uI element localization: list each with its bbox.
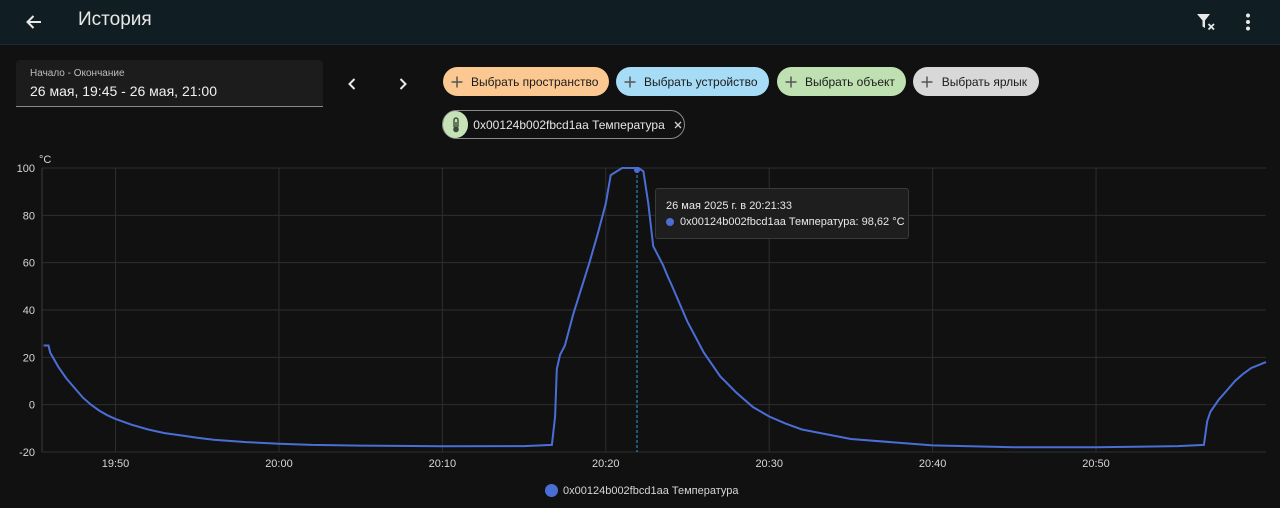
date-range-label: Начало - Окончание	[30, 68, 125, 79]
y-tick-label: 40	[23, 305, 35, 317]
select-device-label: Выбрать устройство	[644, 74, 758, 89]
select-entity-chip[interactable]: Выбрать объект	[777, 67, 906, 96]
date-range-value: 26 мая, 19:45 - 26 мая, 21:00	[30, 83, 217, 99]
date-range-picker[interactable]: Начало - Окончание 26 мая, 19:45 - 26 ма…	[16, 60, 323, 107]
y-tick-label: -20	[19, 447, 35, 459]
remove-entity-button[interactable]	[673, 119, 684, 131]
top-app-bar: История	[0, 0, 1280, 45]
filter-remove-icon	[1197, 14, 1215, 31]
selected-entity-chip[interactable]: 0x00124b002fbcd1aa Температура	[442, 110, 685, 139]
x-tick-label: 20:00	[265, 458, 293, 470]
back-button[interactable]	[18, 6, 50, 38]
tooltip-series-row: 0x00124b002fbcd1aa Температура: 98,62 °C	[666, 216, 905, 228]
arrow-left-icon	[26, 15, 41, 29]
clear-filter-button[interactable]	[1190, 6, 1222, 38]
legend-color-dot	[545, 484, 558, 497]
page-title: История	[78, 9, 152, 30]
x-tick-label: 20:10	[429, 458, 457, 470]
chart-grid	[41, 167, 1266, 453]
tooltip-date: 26 мая 2025 г. в 20:21:33	[666, 200, 793, 212]
x-axis: 19:50 20:00 20:10 20:20 20:30 20:40 20:50	[102, 458, 1110, 470]
chevron-left-icon	[348, 78, 356, 90]
y-axis-unit: °C	[39, 154, 51, 166]
selected-entity-label: 0x00124b002fbcd1aa Температура	[473, 117, 665, 132]
y-tick-label: 80	[23, 210, 35, 222]
series-line	[43, 167, 1267, 449]
plus-icon	[785, 74, 797, 90]
legend-series-name: 0x00124b002fbcd1aa Температура	[563, 484, 739, 497]
plus-icon	[921, 74, 934, 90]
select-entity-label: Выбрать объект	[805, 74, 895, 89]
select-area-label: Выбрать пространство	[471, 74, 599, 89]
plus-icon	[451, 74, 463, 90]
select-device-chip[interactable]: Выбрать устройство	[616, 67, 769, 96]
series-color-dot	[666, 218, 674, 226]
select-area-chip[interactable]: Выбрать пространство	[443, 67, 609, 96]
y-tick-label: 100	[17, 163, 35, 175]
next-period-button[interactable]	[389, 70, 417, 98]
x-tick-label: 20:50	[1082, 458, 1110, 470]
y-tick-label: 20	[23, 352, 35, 364]
select-label-label: Выбрать ярлык	[941, 74, 1027, 89]
thermometer-icon	[443, 111, 469, 138]
x-tick-label: 20:20	[592, 458, 620, 470]
more-options-button[interactable]	[1234, 6, 1262, 38]
y-axis: 100 80 60 40 20 0 -20	[17, 163, 35, 459]
x-tick-label: 20:40	[919, 458, 947, 470]
y-tick-label: 0	[29, 400, 35, 412]
plus-icon	[624, 74, 636, 90]
select-label-chip[interactable]: Выбрать ярлык	[913, 67, 1039, 96]
y-tick-label: 60	[23, 258, 35, 270]
chevron-right-icon	[399, 78, 407, 90]
chart-tooltip: 26 мая 2025 г. в 20:21:33 0x00124b002fbc…	[655, 188, 909, 239]
tooltip-series-value: 0x00124b002fbcd1aa Температура: 98,62 °C	[680, 216, 905, 228]
chart-legend[interactable]: 0x00124b002fbcd1aa Температура	[545, 484, 739, 497]
dots-vertical-icon	[1246, 13, 1250, 31]
x-tick-label: 20:30	[755, 458, 783, 470]
close-icon	[674, 121, 682, 128]
previous-period-button[interactable]	[338, 70, 366, 98]
hover-point	[634, 167, 640, 173]
x-tick-label: 19:50	[102, 458, 130, 470]
